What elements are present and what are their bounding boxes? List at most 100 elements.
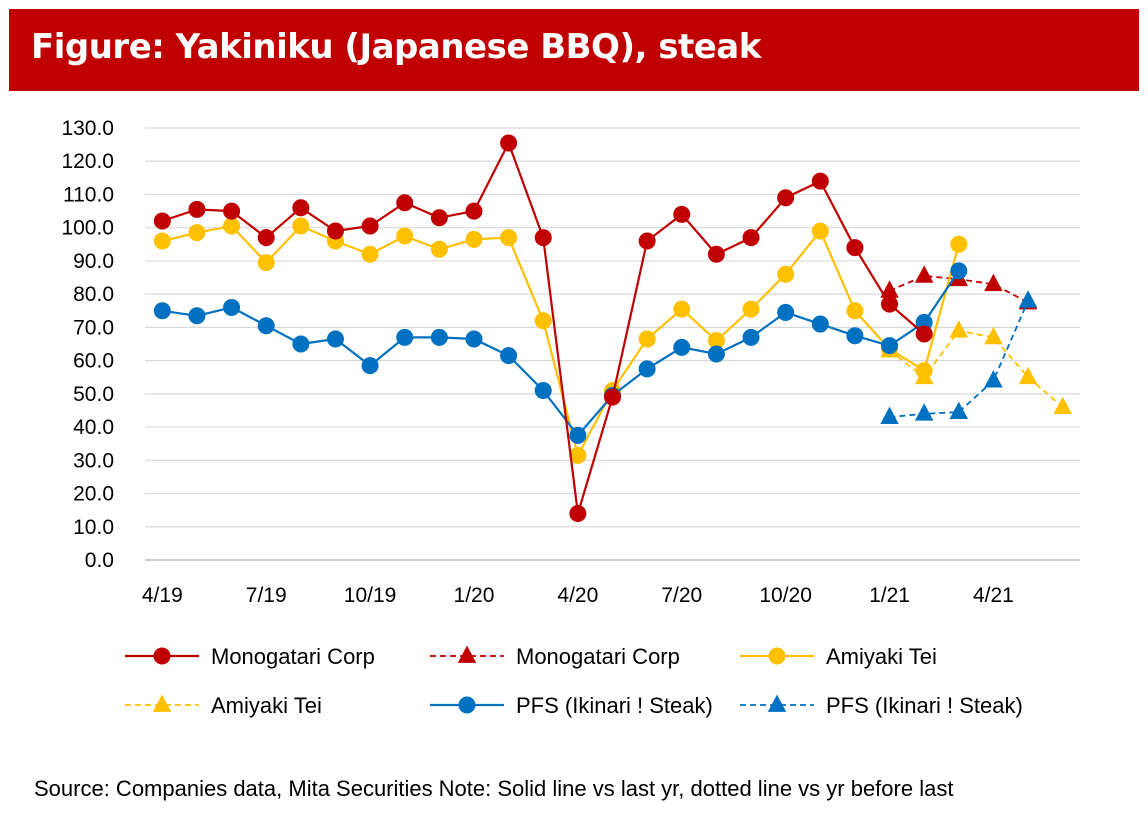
data-point [950,235,968,253]
data-point [811,315,829,333]
chart-title: Figure: Yakiniku (Japanese BBQ), steak [31,27,761,67]
data-point [257,317,275,335]
legend-marker [767,694,787,712]
legend-label: PFS (Ikinari ! Steak) [516,693,713,718]
data-point [742,229,760,247]
y-tick-label: 90.0 [73,250,114,273]
data-point [949,401,969,420]
y-tick-label: 30.0 [73,449,114,472]
y-tick-label: 100.0 [61,217,114,240]
data-point [707,245,725,263]
legend-item: Monogatari Corp [430,644,680,669]
data-point [430,328,448,346]
legend-marker [457,645,477,663]
legend-item: Amiyaki Tei [740,644,937,669]
data-point [223,298,241,316]
legend: Monogatari Corp Monogatari Corp Amiyaki Te… [125,644,1023,718]
data-point [846,327,864,345]
data-point [569,504,587,522]
y-tick-label: 110.0 [63,183,114,206]
y-tick-label: 10.0 [73,516,114,539]
source-text: Source: Companies data, Mita Securities [34,776,433,801]
x-tick-label: 4/19 [142,584,183,607]
note-text: Note: Solid line vs last yr, dotted line… [438,776,954,801]
data-point [361,357,379,375]
y-tick-label: 50.0 [73,383,114,406]
legend-label: Monogatari Corp [516,644,680,669]
data-point [188,200,206,218]
y-tick-label: 120.0 [61,150,114,173]
data-point [914,265,934,283]
legend-label: Amiyaki Tei [211,693,322,718]
y-tick-label: 0.0 [85,549,114,572]
data-point [292,199,310,217]
data-point [396,328,414,346]
data-point [638,330,656,348]
x-tick-label: 1/21 [869,584,910,607]
data-point [500,134,518,152]
legend-item: Amiyaki Tei [125,693,322,718]
series-layer [153,134,1072,522]
data-point [361,245,379,263]
data-point [430,209,448,227]
title-bar: Figure: Yakiniku (Japanese BBQ), steak [9,9,1139,91]
data-point [534,312,552,330]
series-line [162,270,960,437]
gridlines [145,127,1080,528]
data-point [811,222,829,240]
x-tick-label: 7/20 [661,584,702,607]
data-point [257,254,275,272]
data-point [638,232,656,250]
x-axis: 4/19 7/19 10/19 1/20 4/20 7/20 10/20 1/21 4/21 [142,559,1080,607]
data-point [881,337,899,355]
y-tick-label: 40.0 [73,416,114,439]
legend-label: Monogatari Corp [211,644,375,669]
legend-item: PFS (Ikinari ! Steak) [430,693,713,718]
legend-label: PFS (Ikinari ! Steak) [826,693,1023,718]
legend-marker [153,647,171,665]
data-point [292,335,310,353]
data-point [880,406,899,424]
data-point [915,325,933,343]
data-point [188,307,206,325]
data-point [396,194,414,212]
source-footnote: Source: Companies data, Mita Securities N… [34,776,959,802]
legend-item: Monogatari Corp [125,644,375,669]
x-tick-label: 1/20 [454,584,495,607]
data-point [949,320,969,338]
data-point [153,212,171,230]
data-point [950,262,968,280]
x-tick-label: 10/19 [344,584,397,607]
legend-marker [768,647,786,665]
data-point [257,229,275,247]
y-tick-label: 80.0 [73,283,114,306]
data-point [465,330,483,348]
data-point [915,362,933,380]
data-point [292,217,310,235]
x-tick-label: 7/19 [246,584,287,607]
data-point [984,326,1003,345]
data-point [604,388,621,406]
data-point [984,273,1003,292]
data-point [465,202,483,220]
legend-marker [152,694,172,712]
data-point [846,239,864,257]
data-point [881,295,899,313]
data-point [465,230,483,248]
data-point [811,172,829,190]
data-point [534,382,552,400]
data-point [914,403,934,421]
data-point [984,370,1003,388]
data-point [673,205,691,223]
legend-item: PFS (Ikinari ! Steak) [740,693,1023,718]
data-point [742,300,760,318]
data-point [361,217,379,235]
data-point [534,229,552,247]
data-point [846,302,864,320]
data-point [326,330,344,348]
data-point [638,360,656,378]
legend-label: Amiyaki Tei [826,644,937,669]
series-line [889,300,1029,418]
data-point [500,229,518,247]
